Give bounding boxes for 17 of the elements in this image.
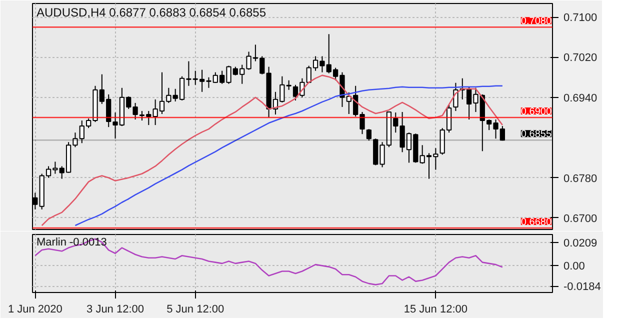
candlestick [366,128,372,142]
y-tick-label: 0.00 [564,260,585,273]
y-tick-label: 0.7020 [564,52,598,64]
line-series [34,238,504,286]
y-tick-label: 0.6700 [564,212,598,225]
x-tick-label: 3 Jun 12:00 [86,304,144,316]
y-tick-label: -0.0184 [564,281,601,294]
candlestick [453,82,458,112]
x-tick-label: 1 Jun 2020 [8,304,62,316]
chart-title: AUDUSD,H4 0.6877 0.6883 0.6854 0.6855 [36,6,266,20]
y-tick-label: 0.6940 [564,92,598,104]
x-tick-label: 15 Jun 12:00 [404,304,468,316]
y-tick-label: 0.7100 [564,12,598,24]
y-tick-label: 0.0209 [564,237,598,250]
x-tick-label: 5 Jun 12:00 [166,304,224,316]
candlestick [286,80,292,90]
y-tick-label: 0.6780 [564,172,598,185]
